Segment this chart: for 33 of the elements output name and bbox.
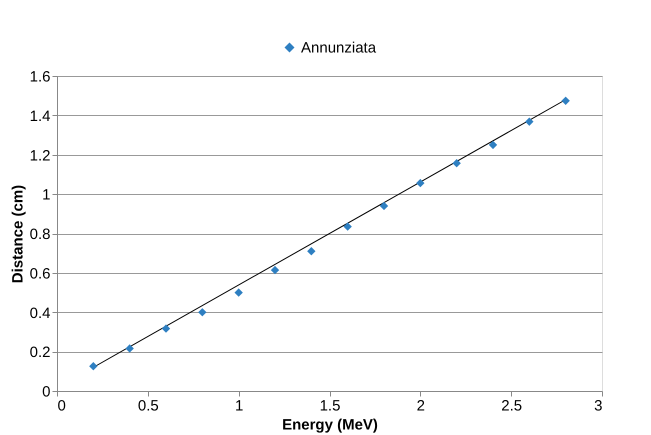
y-tick-label: 1.6 xyxy=(30,68,50,86)
y-tick-label: 0.4 xyxy=(30,304,50,322)
x-tick-label: 0 xyxy=(58,398,66,414)
point xyxy=(380,202,388,210)
x-axis-title: Energy (MeV) xyxy=(282,416,378,434)
x-tick-label: 1 xyxy=(234,398,244,414)
y-tick-label: 1.2 xyxy=(30,147,50,164)
y-tick-label: 1 xyxy=(42,186,50,204)
y-tick-label: 0 xyxy=(42,384,50,400)
point xyxy=(525,117,534,126)
point xyxy=(162,324,170,333)
x-tick-label: 2.5 xyxy=(501,398,522,414)
y-tick-label: 0.6 xyxy=(30,265,50,282)
y-tick-label: 0.8 xyxy=(30,226,50,243)
point xyxy=(561,96,570,105)
point xyxy=(198,308,207,316)
y-tick-label: 0.2 xyxy=(30,344,50,362)
point xyxy=(307,247,316,256)
y-tick-label: 1.4 xyxy=(30,108,50,125)
point xyxy=(270,266,280,274)
x-tick-label: 0.5 xyxy=(138,398,159,414)
point xyxy=(452,159,461,168)
x-tick-label: 2 xyxy=(416,398,426,414)
legend-label: Annunziata xyxy=(301,40,377,56)
x-tick-label: 1.5 xyxy=(320,398,340,414)
point xyxy=(125,344,134,353)
point xyxy=(488,140,498,150)
point xyxy=(416,178,425,188)
x-tick-label: 3 xyxy=(594,398,602,414)
point xyxy=(343,222,352,231)
point xyxy=(234,288,243,297)
y-axis-title: Distance (cm) xyxy=(10,184,27,284)
point xyxy=(89,362,98,370)
